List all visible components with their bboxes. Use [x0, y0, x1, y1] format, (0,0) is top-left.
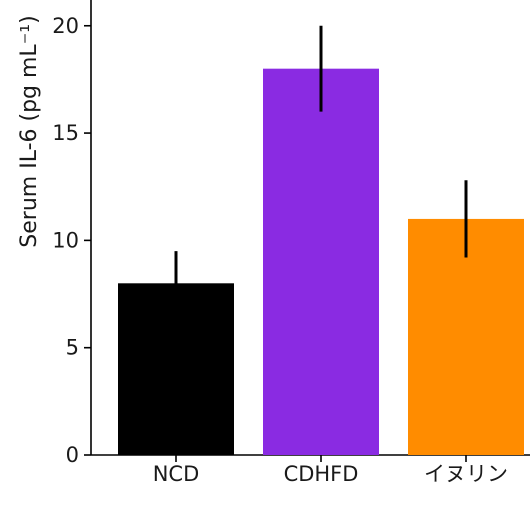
- y-axis-label: Serum IL-6 (pg mL⁻¹): [17, 15, 42, 247]
- y-tick-label: 10: [52, 228, 79, 252]
- y-ticks: 0 5 10 15 20: [52, 14, 91, 467]
- x-tick-label: NCD: [153, 462, 200, 486]
- bars: [118, 68, 524, 455]
- error-bars: [174, 25, 468, 316]
- y-tick-label: 0: [66, 443, 79, 467]
- x-ticks: NCD CDHFD イヌリン: [153, 455, 508, 486]
- x-tick-label: イヌリン: [424, 462, 508, 486]
- bar: [408, 218, 524, 455]
- y-tick-label: 20: [52, 14, 79, 38]
- x-tick-label: CDHFD: [284, 462, 359, 486]
- y-tick-label: 5: [66, 336, 79, 360]
- y-tick-label: 15: [52, 121, 79, 145]
- bar: [263, 68, 379, 455]
